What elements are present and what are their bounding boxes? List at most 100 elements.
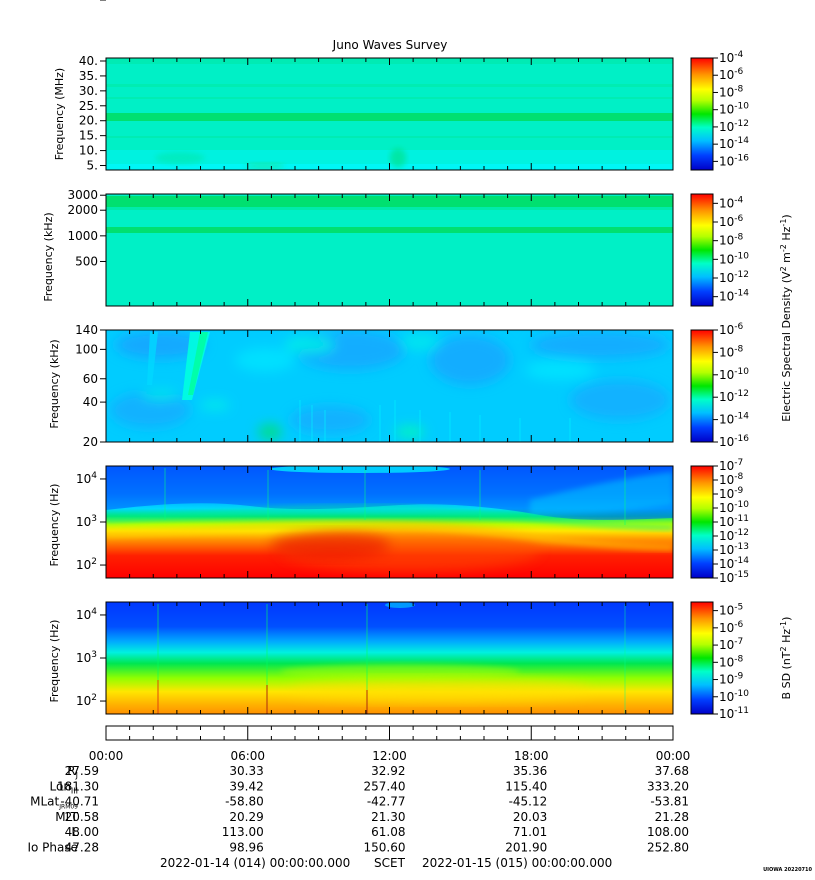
panel-1-tick-label: 15. xyxy=(79,129,98,143)
ephemeris-value: 32.92 xyxy=(371,764,405,778)
colorbar-tick-label: 10-10 xyxy=(719,251,749,266)
colorbar-tick-label: 10-6 xyxy=(719,620,744,635)
colorbar-tick-label: 10-9 xyxy=(719,486,744,501)
panel-4-colorbar xyxy=(690,465,714,579)
ephemeris-value: 252.80 xyxy=(647,841,689,855)
ephemeris-value: 47.28 xyxy=(65,841,99,855)
time-tick-label: 18:00 xyxy=(514,749,549,763)
panel-2-band-1150khz xyxy=(106,227,673,233)
colorbar-tick-label: 10-10 xyxy=(719,102,749,117)
panel-1-colorbar xyxy=(690,57,714,171)
time-tick-label: 00:00 xyxy=(89,749,124,763)
panel-1-spectrogram xyxy=(106,58,673,170)
colorbar-tick-label: 10-6 xyxy=(719,67,744,82)
colorbar-tick-label: 10-10 xyxy=(719,367,749,382)
ephemeris-value: -42.77 xyxy=(367,795,406,809)
colorbar-tick-label: 10-11 xyxy=(719,514,749,529)
panel-1-tick-label: 35. xyxy=(79,69,98,83)
panel-1-tick-label: 30. xyxy=(79,84,98,98)
panel-4-impulse-lines xyxy=(164,468,626,525)
ephemeris-value: 37.68 xyxy=(655,764,689,778)
panel-4-spectrogram xyxy=(106,466,673,578)
panel-4-tick-label: 102 xyxy=(76,557,97,572)
ephemeris-value: 20.03 xyxy=(513,810,547,824)
ephemeris-value: 108.00 xyxy=(647,825,689,839)
colorbar-labels: 10-4 10-6 10-8 10-10 10-12 10-14 10-16 10-4 10-6… xyxy=(713,50,749,721)
panel-3-ylabel: Frequency (kHz) xyxy=(48,339,61,428)
ephemeris-row-label: MLT xyxy=(55,810,78,824)
ephemeris-value: 150.60 xyxy=(364,841,406,855)
ephemeris-value: 201.90 xyxy=(505,841,547,855)
panel-3-impulse-lines xyxy=(299,400,571,442)
colorbar-tick-label: 10-10 xyxy=(719,500,749,515)
ephemeris-value: -45.12 xyxy=(509,795,548,809)
ephemeris-value: 98.96 xyxy=(229,841,263,855)
colorbar-tick-label: 10-15 xyxy=(719,570,749,585)
ephemeris-value: -58.80 xyxy=(225,795,264,809)
panel-3-spectrogram xyxy=(106,330,673,442)
panel-2: 3000 2000 1000 500 Frequency (kHz) xyxy=(42,188,714,307)
panel-2-tick-label: 3000 xyxy=(67,188,98,202)
ephemeris-value: 333.20 xyxy=(647,779,689,793)
panel-2-spectrogram xyxy=(106,194,673,306)
panel-1-ylabel: Frequency (MHz) xyxy=(53,68,66,160)
ephemeris-value: 21.28 xyxy=(655,810,689,824)
panel-3-tick-label: 140 xyxy=(75,323,98,337)
colorbar-tick-label: 10-14 xyxy=(719,556,749,571)
panel-5-impulse-lines xyxy=(157,604,626,714)
ephemeris-value: 113.00 xyxy=(222,825,264,839)
ephemeris-row-label: Io Phase xyxy=(27,841,78,855)
colorbar-tick-label: 10-14 xyxy=(719,289,749,304)
colorbar-tick-label: 10-7 xyxy=(719,637,743,652)
ephemeris-value: -40.71 xyxy=(60,795,99,809)
time-tick-label: 00:00 xyxy=(656,749,691,763)
panel-5-tick-label: 103 xyxy=(76,650,97,665)
colorbar-tick-label: 10-6 xyxy=(719,322,744,337)
colorbar-tick-label: 10-16 xyxy=(719,434,749,449)
panel-5-ylabel: Frequency (Hz) xyxy=(48,620,61,703)
ephemeris-value: -53.81 xyxy=(650,795,689,809)
ephemeris-value: 35.36 xyxy=(513,764,547,778)
panel-3-tick-label: 40 xyxy=(83,395,98,409)
chart-title: Juno Waves Survey xyxy=(332,38,448,52)
colorbar-tick-label: 10-8 xyxy=(719,472,744,487)
colorbar-tick-label: 10-8 xyxy=(719,85,744,100)
ephemeris-value: 39.42 xyxy=(229,779,263,793)
ephemeris-value: 20.29 xyxy=(229,810,263,824)
colorbar-tick-label: 10-9 xyxy=(719,672,744,687)
colorbar-tick-label: 10-14 xyxy=(719,136,749,151)
panel-2-band-2400khz xyxy=(106,196,673,207)
colorbar-tick-label: 10-4 xyxy=(719,195,744,210)
footer-tag: UIOWA 20220710 xyxy=(763,867,812,873)
colorbar-tick-label: 10-5 xyxy=(719,603,743,618)
panel-1-tick-label: 20. xyxy=(79,114,98,128)
panel-2-tick-label: 2000 xyxy=(67,203,98,217)
ephemeris-row-label: LonIII xyxy=(50,779,79,795)
footer-end-time: 2022-01-15 (015) 00:00:00.000 xyxy=(422,856,612,870)
panel-4-tick-label: 104 xyxy=(76,471,97,486)
colorbar-tick-label: 10-12 xyxy=(719,119,749,134)
panel-2-tick-label: 1000 xyxy=(67,229,98,243)
colorbar-tick-label: 10-12 xyxy=(719,528,749,543)
panel-5-spectrogram xyxy=(106,602,673,714)
ephemeris-row-label: RJ xyxy=(67,764,78,780)
ephemeris-value: 21.30 xyxy=(371,810,405,824)
panel-5-colorbar xyxy=(690,601,714,715)
panel-1-tick-label: 25. xyxy=(79,99,98,113)
colorbar-tick-label: 10-10 xyxy=(719,689,749,704)
panel-4-tick-label: 103 xyxy=(76,514,97,529)
panel-2-tick-label: 500 xyxy=(75,255,98,269)
panel-1-tick-label: 40. xyxy=(79,54,98,68)
colorbar-tick-label: 10-4 xyxy=(719,50,744,65)
ephemeris-value: 30.33 xyxy=(229,764,263,778)
panel-4-ylabel: Frequency (Hz) xyxy=(48,484,61,567)
ephemeris-value: 71.01 xyxy=(513,825,547,839)
colorbar-tick-label: 10-16 xyxy=(719,153,749,168)
panel-1: 40. 35. 30. 25. 20. 15. 10. 5. Frequency… xyxy=(53,0,714,173)
ephemeris-row-label: L xyxy=(71,825,78,839)
ephemeris-value: 181.30 xyxy=(57,779,99,793)
colorbar-tick-label: 10-11 xyxy=(719,706,749,721)
electric-colorbar-title: Electric Spectral Density (V2 m-2 Hz-1) xyxy=(779,214,793,421)
footer-start-time: 2022-01-14 (014) 00:00:00.000 xyxy=(160,856,350,870)
